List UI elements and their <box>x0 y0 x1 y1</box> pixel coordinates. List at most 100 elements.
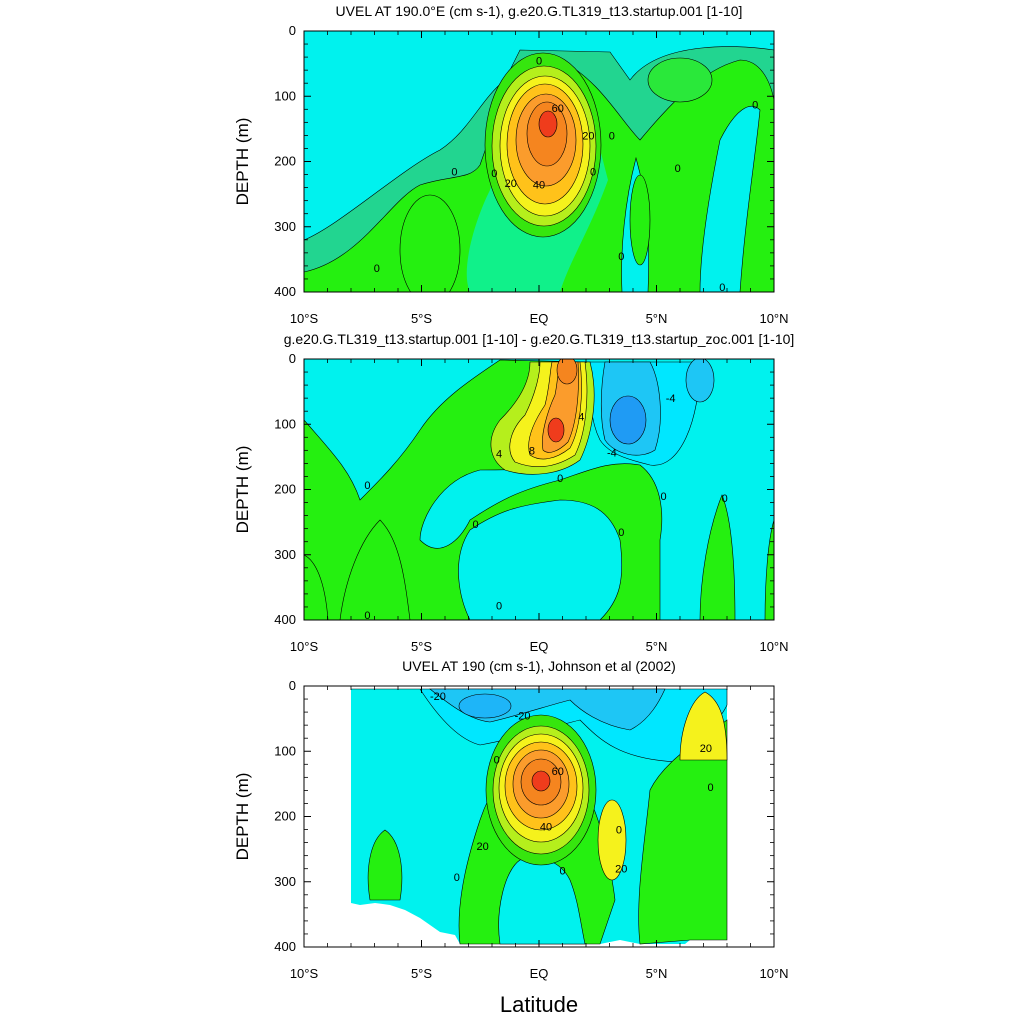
y-tick-label: 400 <box>274 939 296 954</box>
contour-label: 20 <box>615 864 627 876</box>
field-jet-core <box>531 770 551 792</box>
contour-label: 60 <box>552 103 564 115</box>
contour-label: 0 <box>559 866 565 878</box>
y-tick-label: 200 <box>274 809 296 824</box>
field-pos-core <box>547 417 565 443</box>
contour-label: -20 <box>515 710 531 722</box>
x-tick-label: 5°N <box>646 639 668 654</box>
y-tick-label: 0 <box>289 23 296 38</box>
contour-label: 0 <box>719 282 725 294</box>
panel-2-plot-area <box>304 359 774 620</box>
field-neg-core <box>458 693 512 719</box>
x-tick-label: 5°S <box>411 311 432 326</box>
field-neg-pocket <box>458 499 623 620</box>
panel-difference: g.e20.G.TL319_t13.startup.001 [1-10] - g… <box>233 331 794 654</box>
y-tick-label: 300 <box>274 219 296 234</box>
x-tick-label: 10°N <box>759 966 788 981</box>
contour-label: 0 <box>675 163 681 175</box>
contour-label: 40 <box>533 179 545 191</box>
y-tick-label: 300 <box>274 874 296 889</box>
field-east-strip <box>699 494 736 620</box>
panel-3-plot-area <box>351 688 728 945</box>
panel-1-y-axis-label: DEPTH (m) <box>233 118 252 206</box>
contour-label: 0 <box>364 480 370 492</box>
contour-label: 0 <box>752 100 758 112</box>
x-tick-label: EQ <box>530 966 549 981</box>
y-tick-label: 100 <box>274 416 296 431</box>
field-west-core <box>399 194 461 292</box>
y-tick-label: 400 <box>274 284 296 299</box>
panel-3-contour-labels: -20 -20 20 0 60 0 40 0 20 20 0 0 <box>430 691 714 884</box>
contour-label: 0 <box>451 166 457 178</box>
field-neg-core <box>609 395 647 445</box>
contour-label: -4 <box>607 447 617 459</box>
field-pos-surface <box>556 359 578 385</box>
contour-label: 4 <box>578 411 584 423</box>
contour-label: 0 <box>707 782 713 794</box>
contour-label: 20 <box>505 178 517 190</box>
y-tick-label: 100 <box>274 743 296 758</box>
y-tick-label: 100 <box>274 88 296 103</box>
x-tick-label: 10°N <box>759 311 788 326</box>
panel-2-contour-labels: 4 -4 4 8 -4 0 0 0 0 0 0 0 0 <box>364 393 728 622</box>
contour-label: 20 <box>700 743 712 755</box>
field-east-core <box>647 57 713 103</box>
x-tick-label: 10°N <box>759 639 788 654</box>
contour-label: -4 <box>666 393 676 405</box>
field-east-band <box>699 105 761 292</box>
panel-2-title: g.e20.G.TL319_t13.startup.001 [1-10] - g… <box>284 331 795 347</box>
contour-label: 0 <box>557 473 563 485</box>
contour-label: 0 <box>618 527 624 539</box>
field-east-yellow <box>679 691 728 761</box>
field-neg-east <box>685 359 715 403</box>
panel-3-y-axis-label: DEPTH (m) <box>233 773 252 861</box>
field-east-strip <box>629 174 651 266</box>
contour-label: 0 <box>609 130 615 142</box>
x-tick-label: 5°S <box>411 966 432 981</box>
x-tick-label: 10°S <box>290 639 319 654</box>
x-axis-title: Latitude <box>500 992 578 1017</box>
x-tick-label: 10°S <box>290 966 319 981</box>
contour-label: 0 <box>374 263 380 275</box>
panel-model-uvel: UVEL AT 190.0°E (cm s-1), g.e20.G.TL319_… <box>233 3 789 326</box>
x-tick-label: 10°S <box>290 311 319 326</box>
contour-label: 20 <box>476 841 488 853</box>
field-east-jet <box>597 799 627 881</box>
contour-label: 0 <box>491 168 497 180</box>
contour-label: 40 <box>540 821 552 833</box>
contour-label: 0 <box>618 251 624 263</box>
contour-label: 0 <box>496 601 502 613</box>
field-west-patch <box>367 829 403 901</box>
y-tick-label: 200 <box>274 482 296 497</box>
y-tick-label: 0 <box>289 678 296 693</box>
contour-label: 60 <box>552 766 564 778</box>
contour-label: 0 <box>536 55 542 67</box>
x-tick-label: 5°S <box>411 639 432 654</box>
panel-2-y-axis-label: DEPTH (m) <box>233 446 252 534</box>
contour-label: 4 <box>496 449 502 461</box>
contour-label: 0 <box>590 166 596 178</box>
y-tick-label: 0 <box>289 351 296 366</box>
panel-1-contour-labels: 0 60 20 40 20 0 0 0 0 0 0 0 0 0 <box>374 55 758 294</box>
panel-observations: UVEL AT 190 (cm s-1), Johnson et al (200… <box>233 658 789 981</box>
contour-label: 0 <box>364 610 370 622</box>
y-tick-label: 300 <box>274 547 296 562</box>
panel-1-title: UVEL AT 190.0°E (cm s-1), g.e20.G.TL319_… <box>336 3 743 19</box>
x-tick-label: EQ <box>530 311 549 326</box>
contour-label: 0 <box>660 491 666 503</box>
contour-label: 8 <box>529 445 535 457</box>
x-tick-label: 5°N <box>646 966 668 981</box>
contour-label: 0 <box>472 519 478 531</box>
y-tick-label: 200 <box>274 154 296 169</box>
y-tick-label: 400 <box>274 612 296 627</box>
contour-label: 0 <box>722 493 728 505</box>
contour-label: 20 <box>582 130 594 142</box>
contour-label: 0 <box>616 825 622 837</box>
field-west-strip <box>339 519 411 620</box>
panel-3-title: UVEL AT 190 (cm s-1), Johnson et al (200… <box>402 658 676 674</box>
contour-label: 0 <box>454 872 460 884</box>
